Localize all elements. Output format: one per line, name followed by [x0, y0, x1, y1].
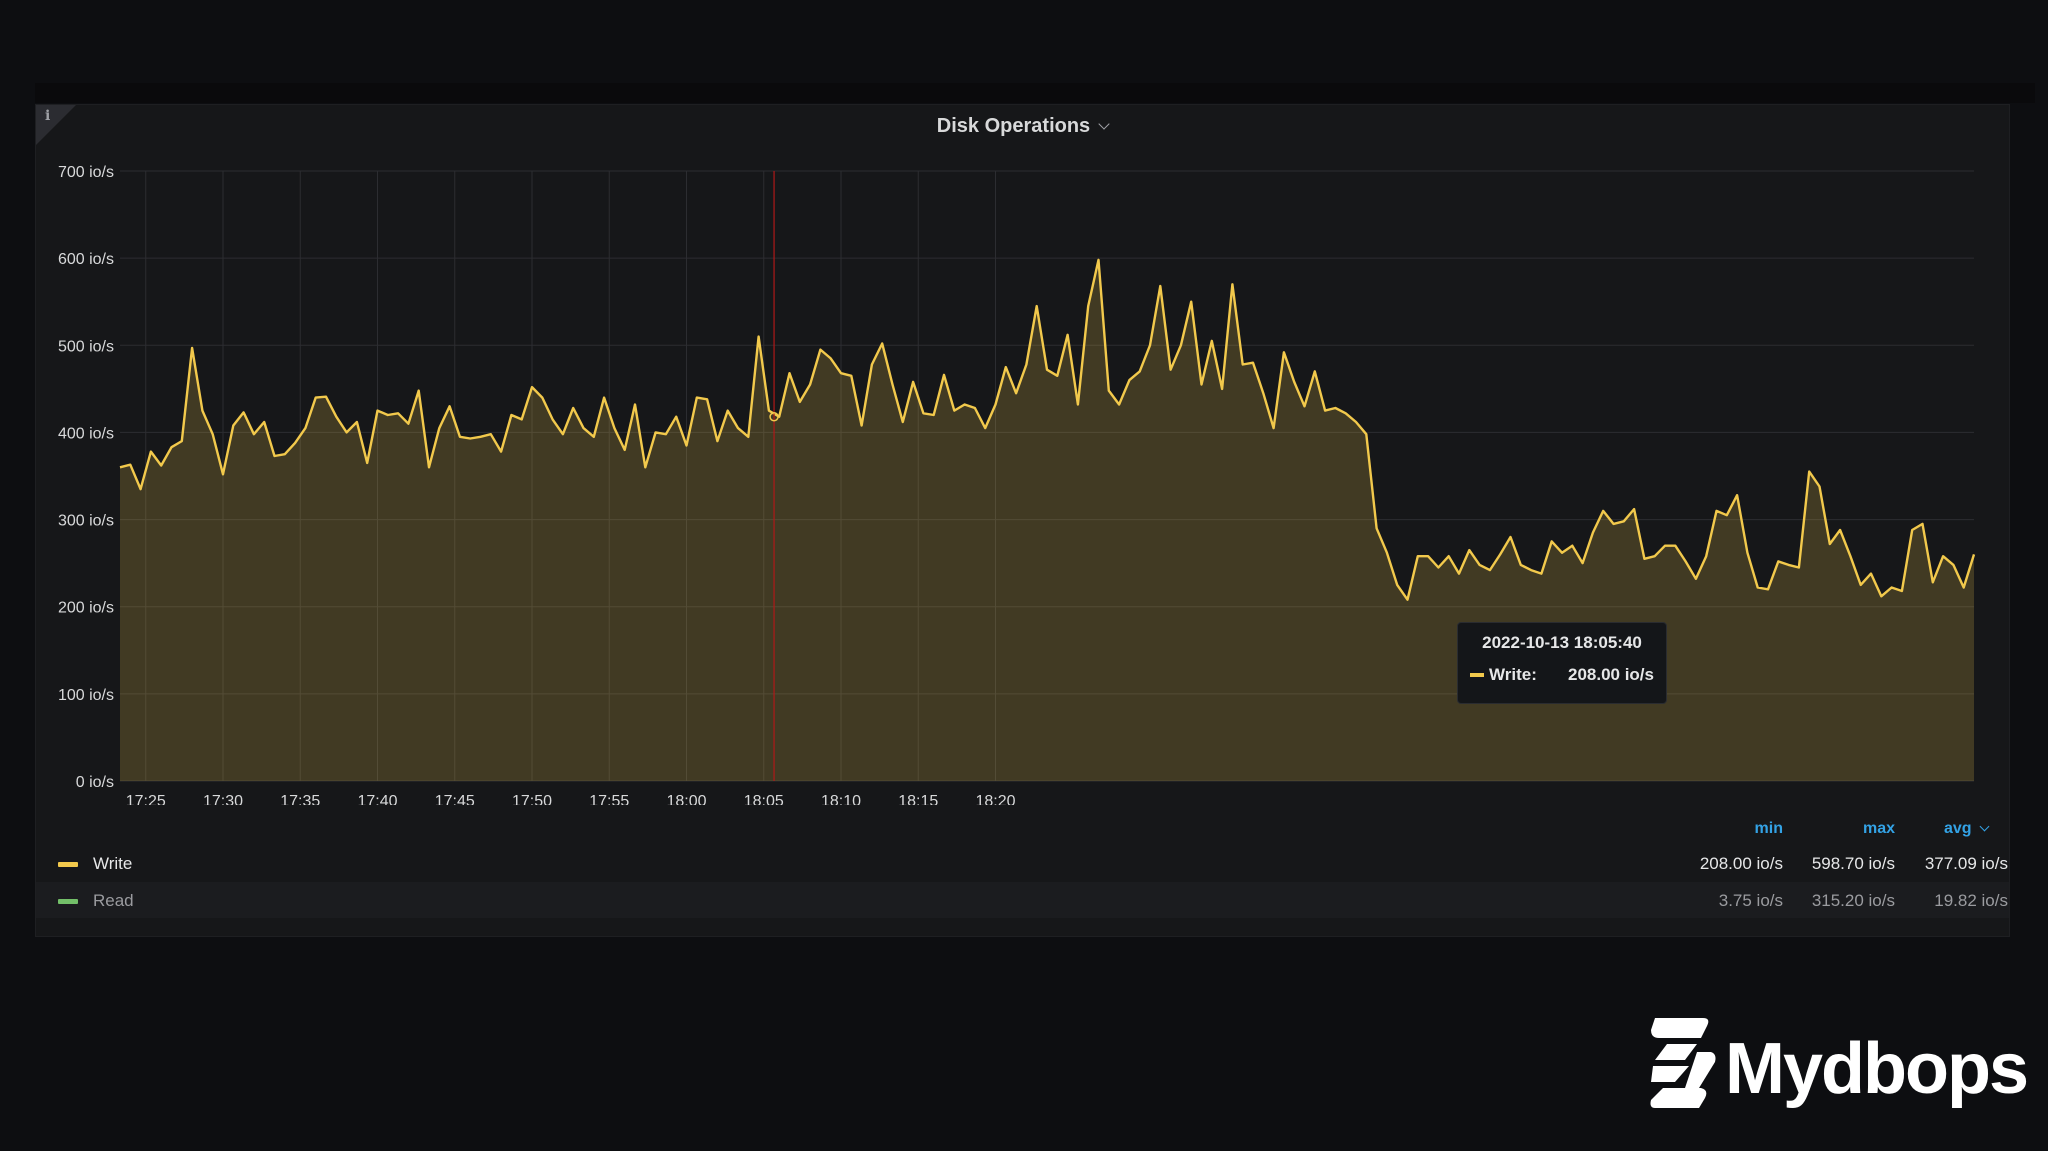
legend-swatch-write[interactable]	[58, 862, 78, 867]
legend-series-name[interactable]: Read	[93, 891, 134, 910]
series-write-area	[120, 259, 1974, 781]
x-tick-label: 18:05	[744, 793, 784, 805]
legend-swatch-read[interactable]	[58, 899, 78, 904]
x-tick-label: 17:25	[126, 793, 166, 805]
legend-row-write[interactable]: Write 208.00 io/s 598.70 io/s 377.09 io/…	[36, 845, 2009, 881]
y-tick-label: 500 io/s	[58, 338, 114, 355]
legend-header-max[interactable]: max	[1862, 820, 1895, 837]
x-tick-label: 17:30	[203, 793, 243, 805]
graph-panel: i Disk Operations 0 io/s 100 io/s 200 io/s…	[35, 104, 2010, 937]
hover-tooltip: 2022-10-13 18:05:40 Write: 208.00 io/s	[1457, 622, 1667, 704]
legend-min-value: 3.75 io/s	[1718, 891, 1783, 910]
chart-plot[interactable]: 0 io/s 100 io/s 200 io/s 300 io/s 400 io/s 50…	[36, 105, 2009, 805]
tooltip-series-swatch	[1470, 673, 1484, 677]
x-tick-label: 18:00	[666, 793, 706, 805]
legend-header-avg[interactable]: avg	[1916, 820, 1990, 838]
legend-row-read[interactable]: Read 3.75 io/s 315.20 io/s 19.82 io/s	[36, 882, 2009, 918]
x-tick-label: 17:50	[512, 793, 552, 805]
x-tick-label: 18:15	[898, 793, 938, 805]
brand-watermark: Mydbops	[1645, 1014, 2029, 1114]
y-tick-label: 0 io/s	[76, 774, 114, 791]
x-tick-label: 17:45	[435, 793, 475, 805]
tooltip-row: Write: 208.00 io/s	[1470, 665, 1654, 685]
x-tick-label: 18:10	[821, 793, 861, 805]
legend-avg-value: 19.82 io/s	[1934, 891, 2008, 910]
legend-avg-value: 377.09 io/s	[1924, 854, 2008, 873]
chevron-down-icon[interactable]	[1979, 821, 1990, 832]
mydbops-logo-icon	[1650, 1018, 1716, 1108]
y-tick-label: 300 io/s	[58, 513, 114, 530]
y-tick-label: 100 io/s	[58, 687, 114, 704]
tooltip-series-value: 208.00 io/s	[1567, 665, 1654, 684]
legend-max-value: 598.70 io/s	[1811, 854, 1895, 873]
legend-series-name[interactable]: Write	[93, 854, 133, 873]
panel-title[interactable]: Disk Operations	[36, 115, 2009, 138]
tooltip-series-label: Write:	[1489, 665, 1537, 684]
legend-header-avg-label[interactable]: avg	[1943, 820, 1972, 837]
x-tick-label: 17:40	[357, 793, 397, 805]
brand-name: Mydbops	[1725, 1029, 2029, 1109]
legend-max-value: 315.20 io/s	[1811, 891, 1895, 910]
panel-info-corner[interactable]	[36, 105, 76, 145]
x-tick-label: 18:20	[975, 793, 1015, 805]
x-tick-label: 17:55	[589, 793, 629, 805]
hover-point	[769, 411, 779, 422]
tooltip-time: 2022-10-13 18:05:40	[1482, 633, 1642, 652]
y-tick-label: 400 io/s	[58, 425, 114, 442]
series-write-line	[119, 258, 1976, 601]
x-tick-label: 17:35	[280, 793, 320, 805]
y-tick-label: 600 io/s	[58, 251, 114, 268]
top-strip	[35, 83, 2035, 103]
y-tick-label: 700 io/s	[58, 164, 114, 181]
panel-title-text[interactable]: Disk Operations	[936, 115, 1091, 137]
legend-min-value: 208.00 io/s	[1699, 854, 1783, 873]
info-icon[interactable]: i	[45, 108, 51, 124]
legend-header-min[interactable]: min	[1754, 820, 1783, 837]
y-tick-label: 200 io/s	[58, 600, 114, 617]
